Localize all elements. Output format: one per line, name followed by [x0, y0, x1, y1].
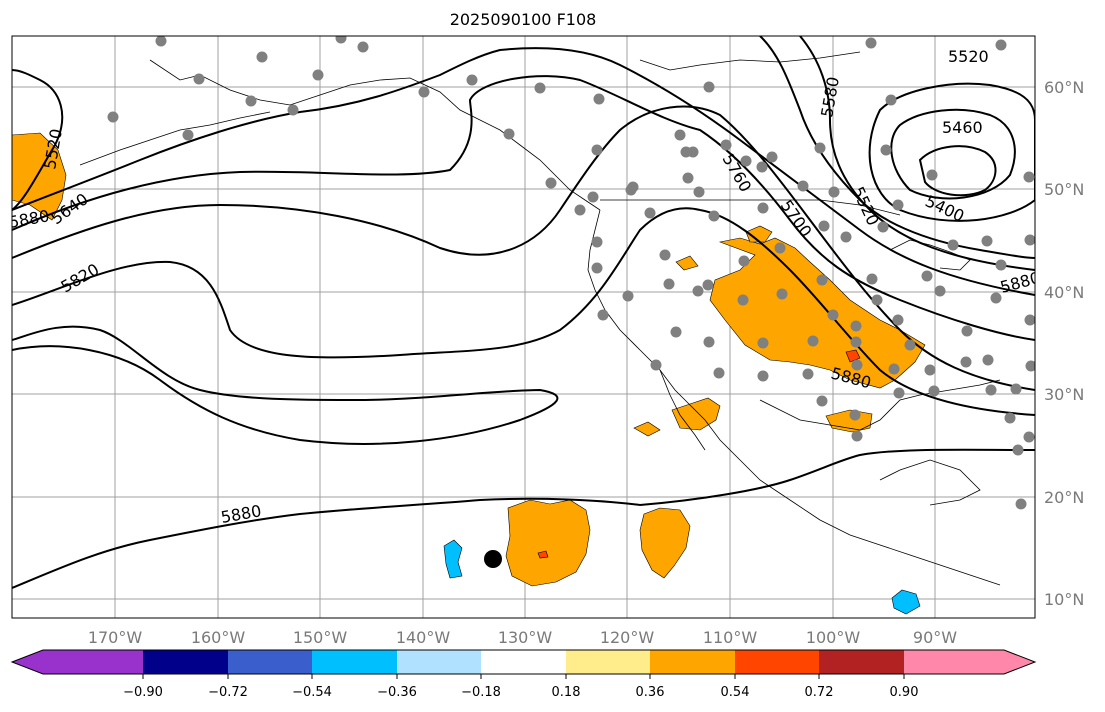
- storm-center-marker: [484, 550, 502, 568]
- anomaly-area-idaho: [745, 225, 773, 243]
- anomaly-area-pacific-west: [505, 499, 591, 587]
- anomaly-area-strong-2: [845, 349, 861, 363]
- anomaly-area-baja-mexico: [671, 397, 721, 431]
- colorbar-tick-label: 0.18: [552, 685, 581, 700]
- lat-label: 40°N: [1044, 283, 1084, 302]
- lon-label: 160°W: [191, 628, 246, 647]
- contour-5700: [12, 75, 1035, 341]
- contour-5400: [918, 145, 997, 197]
- contour-5880-pacific: [12, 497, 641, 589]
- latitude-labels: 60°N 50°N 40°N 30°N 20°N 10°N: [1044, 78, 1084, 609]
- colorbar-tick-label: 0.72: [805, 685, 834, 700]
- contour-5520-low: [868, 82, 1035, 222]
- anomaly-area-baja-tip: [633, 421, 661, 437]
- colorbar-segment: [735, 650, 819, 674]
- lon-label: 140°W: [396, 628, 451, 647]
- contour-5580: [799, 36, 1035, 271]
- colorbar-segment: [650, 650, 735, 674]
- graticule: [12, 36, 1035, 618]
- anomaly-area-negative-1: [443, 539, 463, 579]
- west-coast-us: [587, 209, 741, 461]
- colorbar-extend-max: [1004, 650, 1035, 674]
- colorbar-tick-label: −0.54: [292, 685, 332, 700]
- colorbar-tick-labels: −0.90 −0.72 −0.54 −0.36 −0.18 0.18 0.36 …: [123, 685, 918, 700]
- colorbar-tick-label: −0.18: [461, 685, 501, 700]
- lon-label: 90°W: [913, 628, 957, 647]
- lon-label: 170°W: [88, 628, 143, 647]
- contour-5640: [12, 47, 1035, 296]
- anomaly-area-siberia: [12, 132, 67, 221]
- colorbar-segment: [312, 650, 397, 674]
- contour-5880-loop: [12, 325, 559, 445]
- lat-label: 10°N: [1044, 590, 1084, 609]
- station-markers: [107, 36, 1035, 510]
- canada-us-border: [600, 199, 901, 216]
- colorbar-ticks: [142, 674, 905, 679]
- anomaly-area-negative-2: [891, 589, 921, 615]
- coastlines: [79, 51, 1001, 586]
- colorbar-tick-label: 0.90: [890, 685, 919, 700]
- contour-5520-east: [759, 36, 1035, 259]
- lon-label: 130°W: [498, 628, 553, 647]
- longitude-labels: 170°W 160°W 150°W 140°W 130°W 120°W 110°…: [88, 628, 957, 647]
- colorbar-segment: [143, 650, 228, 674]
- colorbar-segments: [12, 650, 1035, 674]
- aleutian-chain: [79, 111, 271, 166]
- colorbar-tick-label: −0.90: [123, 685, 163, 700]
- lon-label: 100°W: [806, 628, 861, 647]
- colorbar-extend-min: [12, 650, 43, 674]
- lat-label: 50°N: [1044, 180, 1084, 199]
- map-title: 2025090100 F108: [450, 10, 597, 29]
- colorbar-segment: [481, 650, 566, 674]
- great-lakes: [889, 239, 971, 271]
- alaska-coast: [149, 59, 601, 211]
- contour-5520-west: [12, 69, 64, 211]
- contour-label: 5460: [942, 118, 983, 137]
- colorbar-segment: [819, 650, 904, 674]
- colorbar-segment: [228, 650, 312, 674]
- baja-peninsula: [659, 369, 706, 451]
- contour-5820-pacific: [12, 207, 701, 359]
- anomaly-shading: [12, 132, 926, 615]
- height-contours: [12, 36, 1035, 589]
- colorbar-tick-label: −0.72: [208, 685, 248, 700]
- colorbar-segment: [566, 650, 650, 674]
- contour-5460: [890, 108, 1016, 200]
- colorbar-segment: [397, 650, 481, 674]
- colorbar-segment: [43, 650, 143, 674]
- map-frame: [11, 35, 1036, 619]
- contour-label: 5520: [948, 47, 989, 66]
- map-panel: 5520 5460 5580 5400 5520 5760 5700 5520 …: [11, 35, 1036, 619]
- canada-arctic-coast: [639, 51, 861, 71]
- anomaly-area-nevada: [675, 255, 699, 271]
- contour-5820-west: [699, 209, 1035, 416]
- colorbar-tick-label: 0.36: [636, 685, 665, 700]
- lon-label: 150°W: [293, 628, 348, 647]
- contour-5880-continental: [639, 448, 1035, 506]
- anomaly-area-strong-1: [537, 550, 549, 559]
- lon-label: 120°W: [600, 628, 655, 647]
- lat-label: 30°N: [1044, 385, 1084, 404]
- anomaly-area-pacific-east: [639, 507, 691, 579]
- contour-5760: [12, 105, 1035, 391]
- mexico-coast: [739, 459, 1001, 586]
- colorbar-tick-label: −0.36: [377, 685, 417, 700]
- lat-label: 20°N: [1044, 488, 1084, 507]
- colorbar-tick-label: 0.54: [721, 685, 750, 700]
- colorbar-outline: [10, 649, 1037, 675]
- gulf-coast: [759, 379, 1001, 431]
- anomaly-area-southwest-us: [709, 237, 926, 389]
- lon-label: 110°W: [703, 628, 758, 647]
- yucatan-coast: [879, 459, 981, 506]
- lat-label: 60°N: [1044, 78, 1084, 97]
- colorbar-segment: [904, 650, 1004, 674]
- colorbar: −0.90 −0.72 −0.54 −0.36 −0.18 0.18 0.36 …: [10, 649, 1037, 700]
